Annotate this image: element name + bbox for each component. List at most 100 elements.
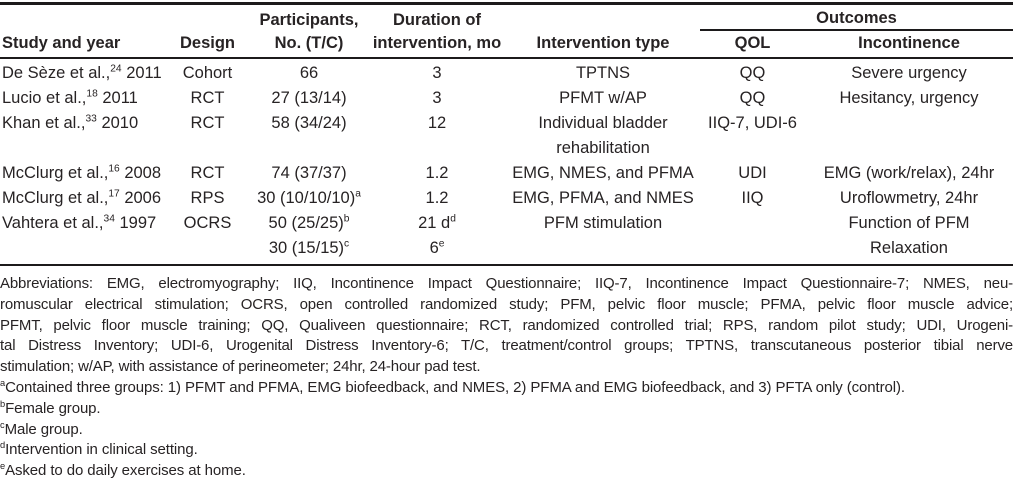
cell-participants: 50 (25/25)b 30 (15/15)c [250,211,368,266]
cell-duration: 3 [368,58,506,86]
incontinence-line: Hesitancy, urgency [839,89,979,107]
participants-value: 58 (34/24) [271,114,347,132]
intervention-line: PFMT w/AP [559,89,647,107]
header-duration-line1: Duration of [393,11,481,29]
cell-incontinence: Uroflowmetry, 24hr [805,186,1013,211]
footnote-marker: a [0,377,6,388]
cell-incontinence: Hesitancy, urgency [805,86,1013,111]
table-header: Participants, Duration of Outcomes Study… [0,3,1013,59]
duration-value: 21 d [418,214,451,232]
citation-ref: 33 [85,113,97,125]
cell-duration: 3 [368,86,506,111]
footnote-text: Female group. [5,399,101,417]
footnote-ref: c [344,238,350,250]
study-year: 1997 [114,214,157,232]
header-qol: QOL [700,30,805,59]
duration-value: 3 [432,89,442,107]
duration-line: 1.2 [368,161,506,186]
cell-participants: 58 (34/24) [250,111,368,161]
table-row: Khan et al.,33 2010 RCT 58 (34/24) 12 In… [0,111,1013,161]
cell-qol: UDI [738,164,767,182]
cell-design: RCT [190,114,225,132]
study-year: 2008 [119,164,162,182]
study-name: McClurg et al., [2,164,109,182]
cell-intervention: Individual bladder rehabilitation [506,111,700,161]
header-participants-line2: No. (T/C) [250,30,368,59]
header-design: Design [165,30,250,59]
cell-incontinence [805,111,1013,161]
duration-line: 3 [368,86,506,111]
header-spacer [0,4,165,31]
duration-value: 6 [429,239,439,257]
header-study-and-year: Study and year [0,30,165,59]
incontinence-line: Uroflowmetry, 24hr [839,189,979,207]
citation-ref: 17 [108,188,120,200]
intervention-line: TPTNS [575,64,631,82]
cell-participants: 27 (13/14) [250,86,368,111]
footnote-ref: b [343,213,350,225]
duration-line: 12 [368,111,506,136]
header-row-top: Participants, Duration of Outcomes [0,3,1013,31]
cell-design: Cohort [182,64,233,82]
participants-line: 30 (10/10/10)a [250,186,368,211]
duration-line: 3 [368,61,506,86]
citation-ref: 16 [108,163,120,175]
study-name: De Sèze et al., [2,64,111,82]
cell-duration: 12 [368,111,506,161]
table-notes: Abbreviations: EMG, electromyography; II… [0,274,1013,482]
header-spacer [165,4,250,31]
footnote-marker: b [0,398,6,409]
incontinence-line: Severe urgency [851,64,967,82]
participants-line: 74 (37/37) [250,161,368,186]
footnote-text: Intervention in clinical setting. [5,441,198,459]
footnote: bFemale group. [0,399,1013,420]
cell-qol: IIQ [741,189,764,207]
cell-intervention: TPTNS [506,58,700,86]
cell-design: RCT [190,164,225,182]
cell-participants: 66 [250,58,368,86]
cell-intervention: PFM stimulation [506,211,700,266]
table-body: De Sèze et al.,24 2011 Cohort 66 3 TPTNS… [0,58,1013,266]
cell-design: RPS [190,189,225,207]
participants-value: 30 (10/10/10) [257,189,356,207]
participants-value: 50 (25/25) [268,214,344,232]
citation-ref: 24 [110,63,122,75]
study-year: 2006 [119,189,162,207]
participants-value: 66 [299,64,319,82]
cell-design: RCT [190,89,225,107]
cell-study: McClurg et al.,17 2006 [0,186,165,211]
intervention-line: Individual bladder [538,114,668,132]
abbreviations-line: stimulation; w/AP, with assistance of pe… [0,358,481,376]
cell-study: McClurg et al.,16 2008 [0,161,165,186]
cell-qol: IIQ-7, UDI-6 [708,114,797,132]
footnote-ref: e [438,238,445,250]
study-outcomes-table: Participants, Duration of Outcomes Study… [0,2,1013,266]
duration-line: 21 dd [368,211,506,236]
footnote-text: Asked to do daily exercises at home. [5,462,246,480]
cell-incontinence: Severe urgency [805,58,1013,86]
footnote: cMale group. [0,420,1013,441]
footnote: eAsked to do daily exercises at home. [0,461,1013,482]
footnote-marker: d [0,440,6,451]
table-row: McClurg et al.,16 2008 RCT 74 (37/37) 1.… [0,161,1013,186]
header-outcomes: Outcomes [700,3,1013,31]
participants-line: 58 (34/24) [250,111,368,136]
header-row-bottom: Study and year Design No. (T/C) interven… [0,30,1013,59]
table-row: McClurg et al.,17 2006 RPS 30 (10/10/10)… [0,186,1013,211]
cell-incontinence: EMG (work/relax), 24hr [805,161,1013,186]
footnote: aContained three groups: 1) PFMT and PFM… [0,378,1013,399]
duration-line: 1.2 [368,186,506,211]
footnote-ref: d [450,213,456,225]
study-year: 2011 [97,89,138,107]
citation-ref: 34 [103,213,115,225]
footnote-text: Male group. [4,420,83,438]
intervention-line: EMG, NMES, and PFMA [512,164,694,182]
header-incontinence: Incontinence [805,30,1013,59]
cell-intervention: EMG, NMES, and PFMA [506,161,700,186]
header-intervention-type: Intervention type [506,30,700,59]
table-row: Lucio et al.,18 2011 RCT 27 (13/14) 3 PF… [0,86,1013,111]
cell-qol [700,211,805,266]
footnote-marker: c [0,419,5,430]
cell-intervention: EMG, PFMA, and NMES [506,186,700,211]
incontinence-line: Relaxation [870,239,948,257]
